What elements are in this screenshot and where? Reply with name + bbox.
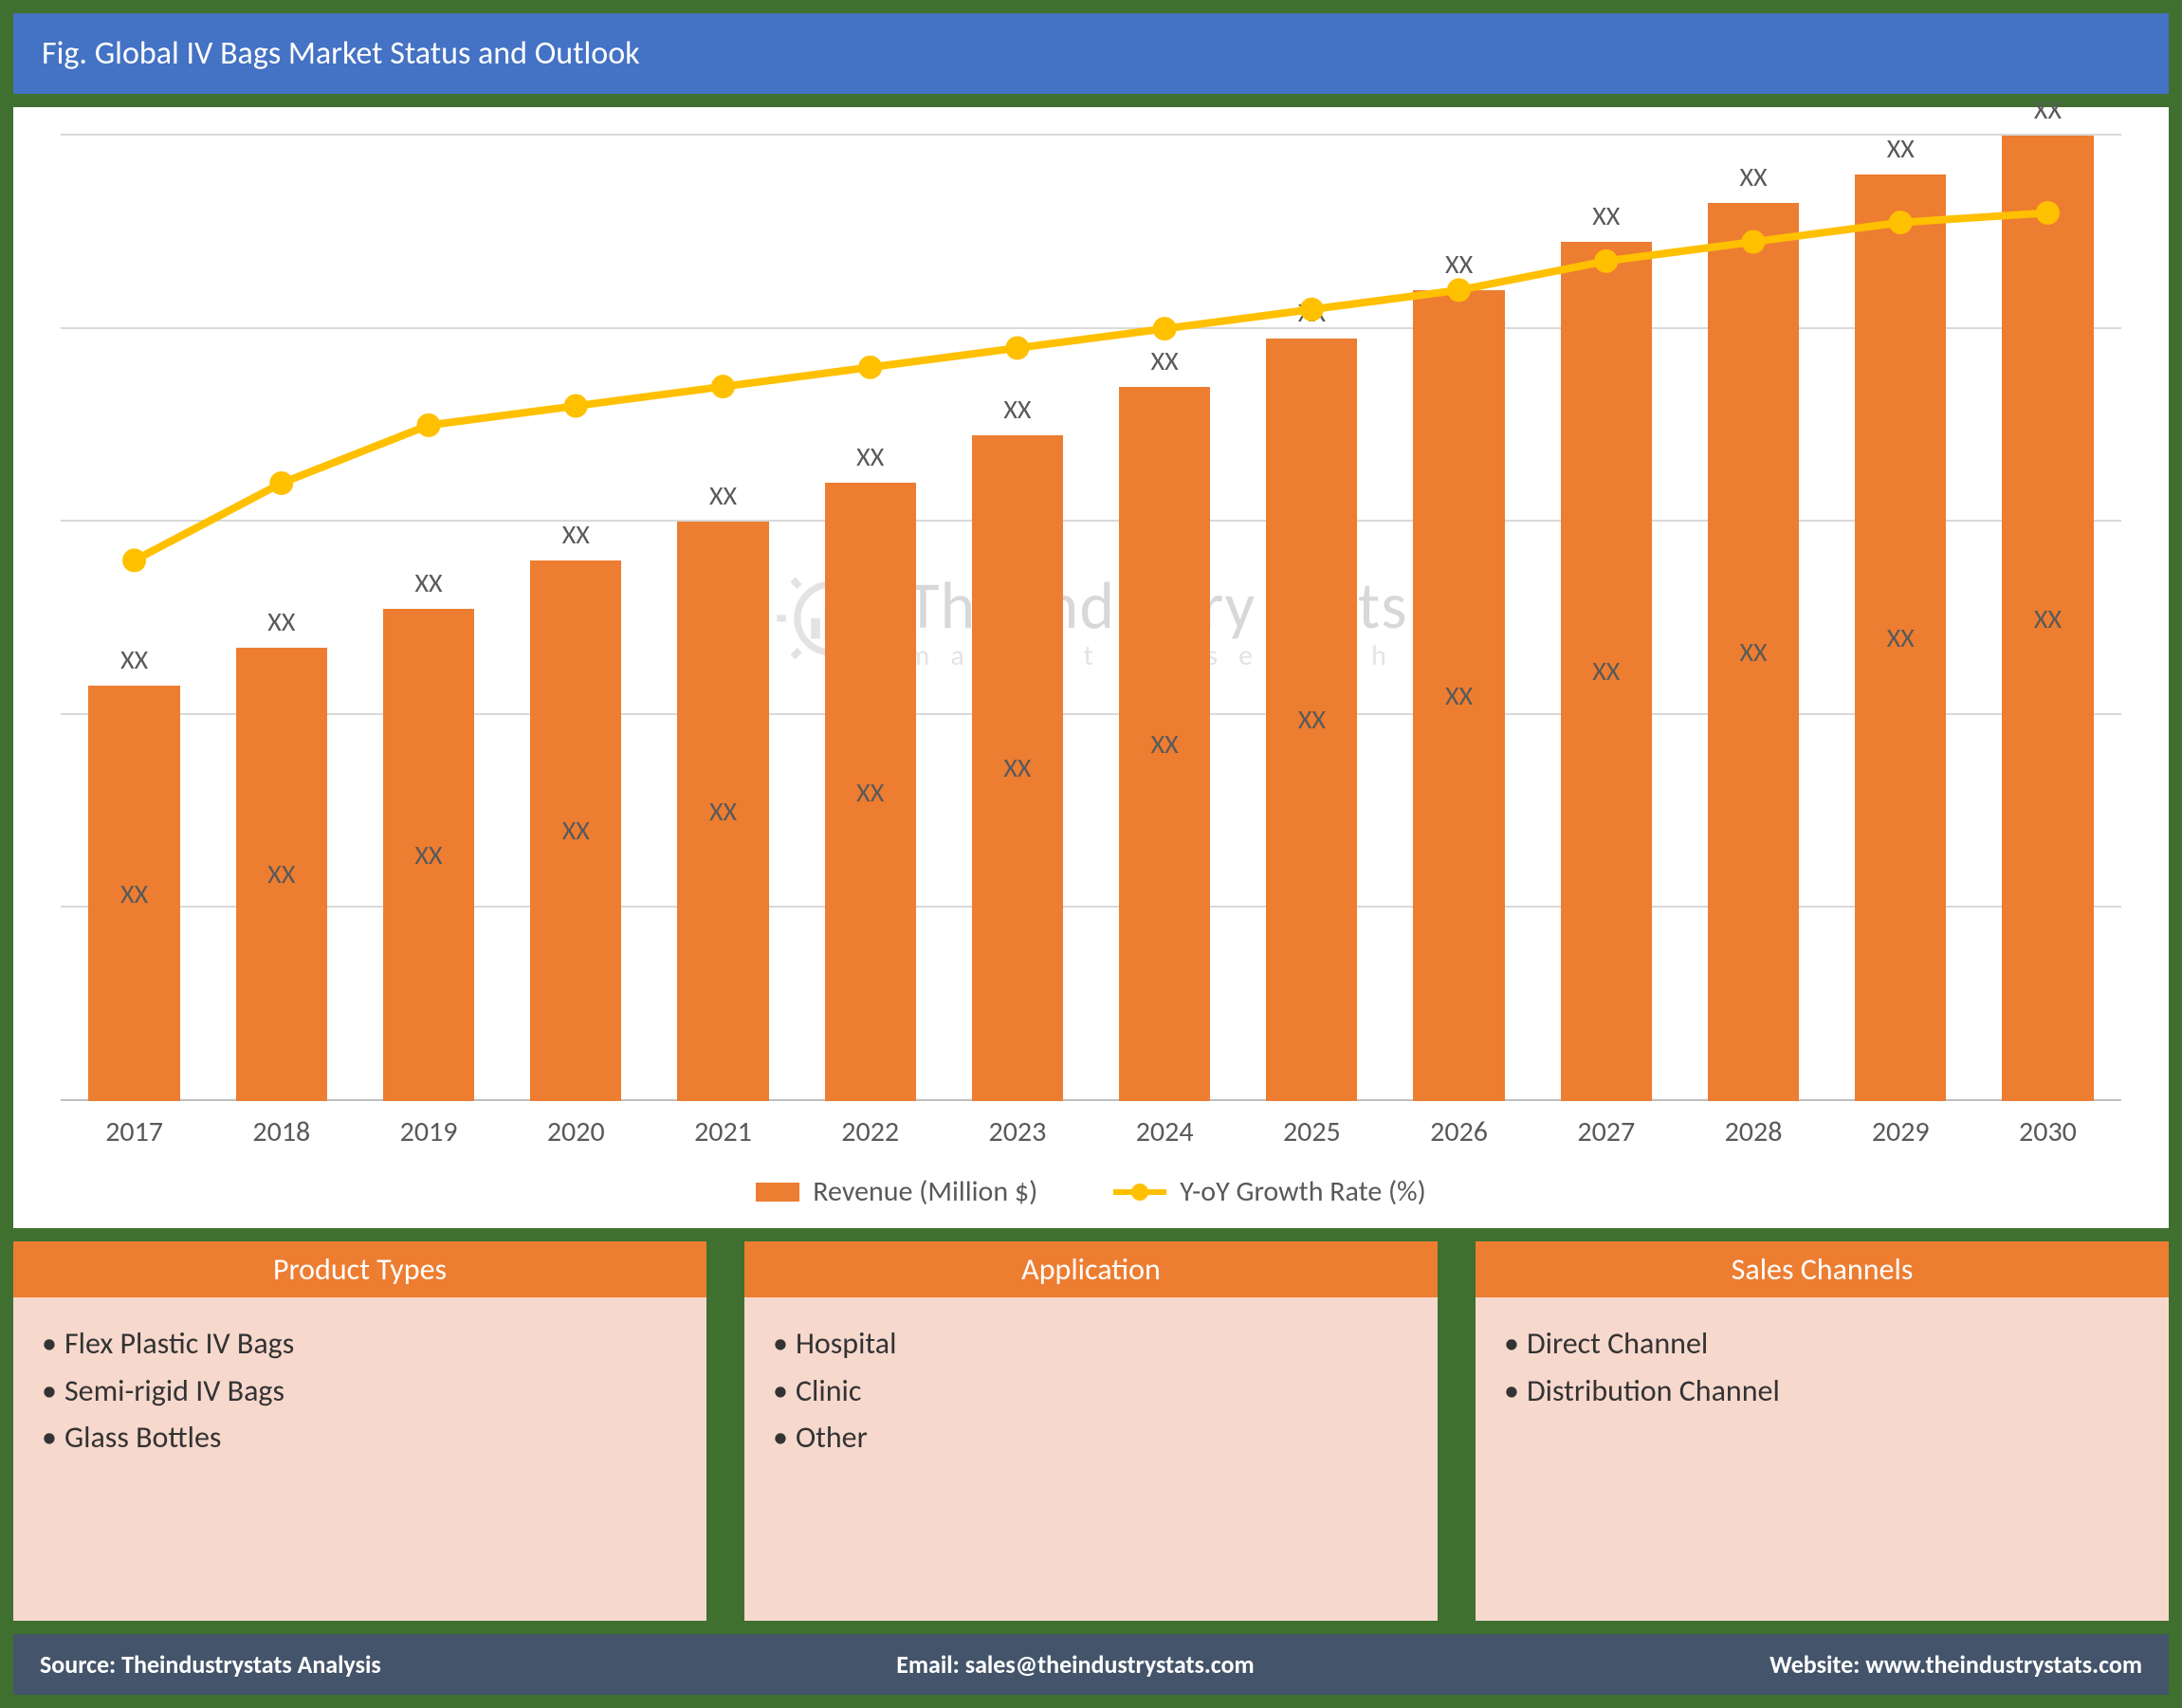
bar-top-label: XX [267,605,295,638]
info-card: ApplicationHospitalClinicOther [744,1241,1438,1621]
card-item: Other [773,1414,1409,1461]
card-body: Direct ChannelDistribution Channel [1476,1297,2169,1621]
outer-frame: Fig. Global IV Bags Market Status and Ou… [0,0,2182,1708]
bar-top-label: XX [1739,160,1767,193]
legend-swatch-bar [756,1183,799,1202]
bar-top-label: XX [562,518,590,551]
footer-website-label: Website: [1769,1649,1865,1680]
bar-slot: XX XX [1385,136,1532,1101]
x-tick: 2023 [944,1114,1091,1149]
footer-source-label: Source: [40,1649,121,1680]
bar-slot: XX XX [1091,136,1238,1101]
card-header: Product Types [13,1241,706,1297]
x-tick: 2029 [1827,1114,1974,1149]
bar-slot: XX XX [208,136,355,1101]
card-item: Flex Plastic IV Bags [42,1320,678,1368]
bar-slot: XX XX [1238,136,1385,1101]
x-tick: 2021 [650,1114,797,1149]
bar: XX [236,648,327,1101]
figure-title: Fig. Global IV Bags Market Status and Ou… [42,34,640,73]
x-tick: 2024 [1091,1114,1238,1149]
card-item: Clinic [773,1368,1409,1415]
bar: XX [677,522,768,1101]
info-card: Product TypesFlex Plastic IV BagsSemi-ri… [13,1241,706,1621]
bar: XX [383,609,474,1101]
x-tick: 2018 [208,1114,355,1149]
bar-slot: XX XX [797,136,944,1101]
card-header: Sales Channels [1476,1241,2169,1297]
card-header: Application [744,1241,1438,1297]
bar-top-label: XX [1298,296,1326,329]
bar: XX [1413,290,1504,1101]
x-tick: 2025 [1238,1114,1385,1149]
bar-top-label: XX [2034,93,2062,126]
bar: XX [1855,174,1946,1101]
legend-marker-icon [1131,1184,1148,1201]
card-item: Glass Bottles [42,1414,678,1461]
footer-email: Email: sales@theindustrystats.com [896,1649,1254,1680]
footer-website-value: www.theindustrystats.com [1865,1649,2142,1680]
bar-top-label: XX [1592,199,1620,232]
bar-slot: XX XX [944,136,1091,1101]
legend-item-growth: Y-oY Growth Rate (%) [1113,1174,1425,1209]
bar: XX [1266,339,1357,1101]
bar-slot: XX XX [355,136,502,1101]
legend-item-revenue: Revenue (Million $) [756,1174,1037,1209]
info-card: Sales ChannelsDirect ChannelDistribution… [1476,1241,2169,1621]
card-body: HospitalClinicOther [744,1297,1438,1621]
bar: XX [972,435,1063,1101]
x-tick: 2020 [503,1114,650,1149]
bar: XX [1561,242,1652,1101]
x-tick: 2019 [355,1114,502,1149]
legend-swatch-line [1113,1189,1166,1195]
bar-slot: XX XX [650,136,797,1101]
bar-top-label: XX [856,440,884,473]
bar-slot: XX XX [1532,136,1679,1101]
x-tick: 2022 [797,1114,944,1149]
bar: XX [530,560,621,1101]
x-axis-labels: 2017201820192020202120222023202420252026… [61,1114,2121,1149]
bar-top-label: XX [1445,248,1473,281]
bar-top-label: XX [415,566,443,599]
footer-source-value: Theindustrystats Analysis [121,1649,381,1680]
card-item: Hospital [773,1320,1409,1368]
bar-top-label: XX [120,643,148,676]
card-body: Flex Plastic IV BagsSemi-rigid IV BagsGl… [13,1297,706,1621]
card-item: Direct Channel [1504,1320,2140,1368]
footer-bar: Source: Theindustrystats Analysis Email:… [13,1634,2169,1695]
card-item: Semi-rigid IV Bags [42,1368,678,1415]
x-tick: 2030 [1974,1114,2121,1149]
legend-label-revenue: Revenue (Million $) [813,1174,1037,1209]
card-item: Distribution Channel [1504,1368,2140,1415]
bar: XX [1119,387,1210,1101]
bar-top-label: XX [1003,393,1031,426]
x-tick: 2017 [61,1114,208,1149]
footer-source: Source: Theindustrystats Analysis [40,1649,381,1680]
bars-row: XXXXXXXXXXXXXXXXXXXXXXXXXXXXXXXXXXXXXXXX… [61,136,2121,1101]
footer-email-label: Email: [896,1649,965,1680]
bar: XX [2002,136,2093,1101]
chart-panel: The Industry Stats market research XXXXX… [13,107,2169,1228]
bar-top-label: XX [1151,344,1179,377]
bar-slot: XX XX [61,136,208,1101]
bar-top-label: XX [1887,132,1915,165]
chart-legend: Revenue (Million $) Y-oY Growth Rate (%) [61,1174,2121,1209]
chart-plot-area: The Industry Stats market research XXXXX… [61,136,2121,1101]
bar: XX [825,483,916,1101]
bar: XX [88,686,179,1101]
bar-slot: XXXX [1974,136,2121,1101]
bar-top-label: XX [709,479,737,512]
bar-slot: XXXX [1827,136,1974,1101]
legend-label-growth: Y-oY Growth Rate (%) [1180,1174,1425,1209]
x-tick: 2027 [1532,1114,1679,1149]
figure-title-bar: Fig. Global IV Bags Market Status and Ou… [13,13,2169,94]
footer-website: Website: www.theindustrystats.com [1769,1649,2142,1680]
bar-slot: XX XX [1679,136,1826,1101]
x-tick: 2026 [1385,1114,1532,1149]
bar: XX [1708,203,1799,1101]
cards-row: Product TypesFlex Plastic IV BagsSemi-ri… [13,1241,2169,1621]
x-tick: 2028 [1679,1114,1826,1149]
bar-slot: XX XX [503,136,650,1101]
footer-email-value: sales@theindustrystats.com [965,1649,1255,1680]
